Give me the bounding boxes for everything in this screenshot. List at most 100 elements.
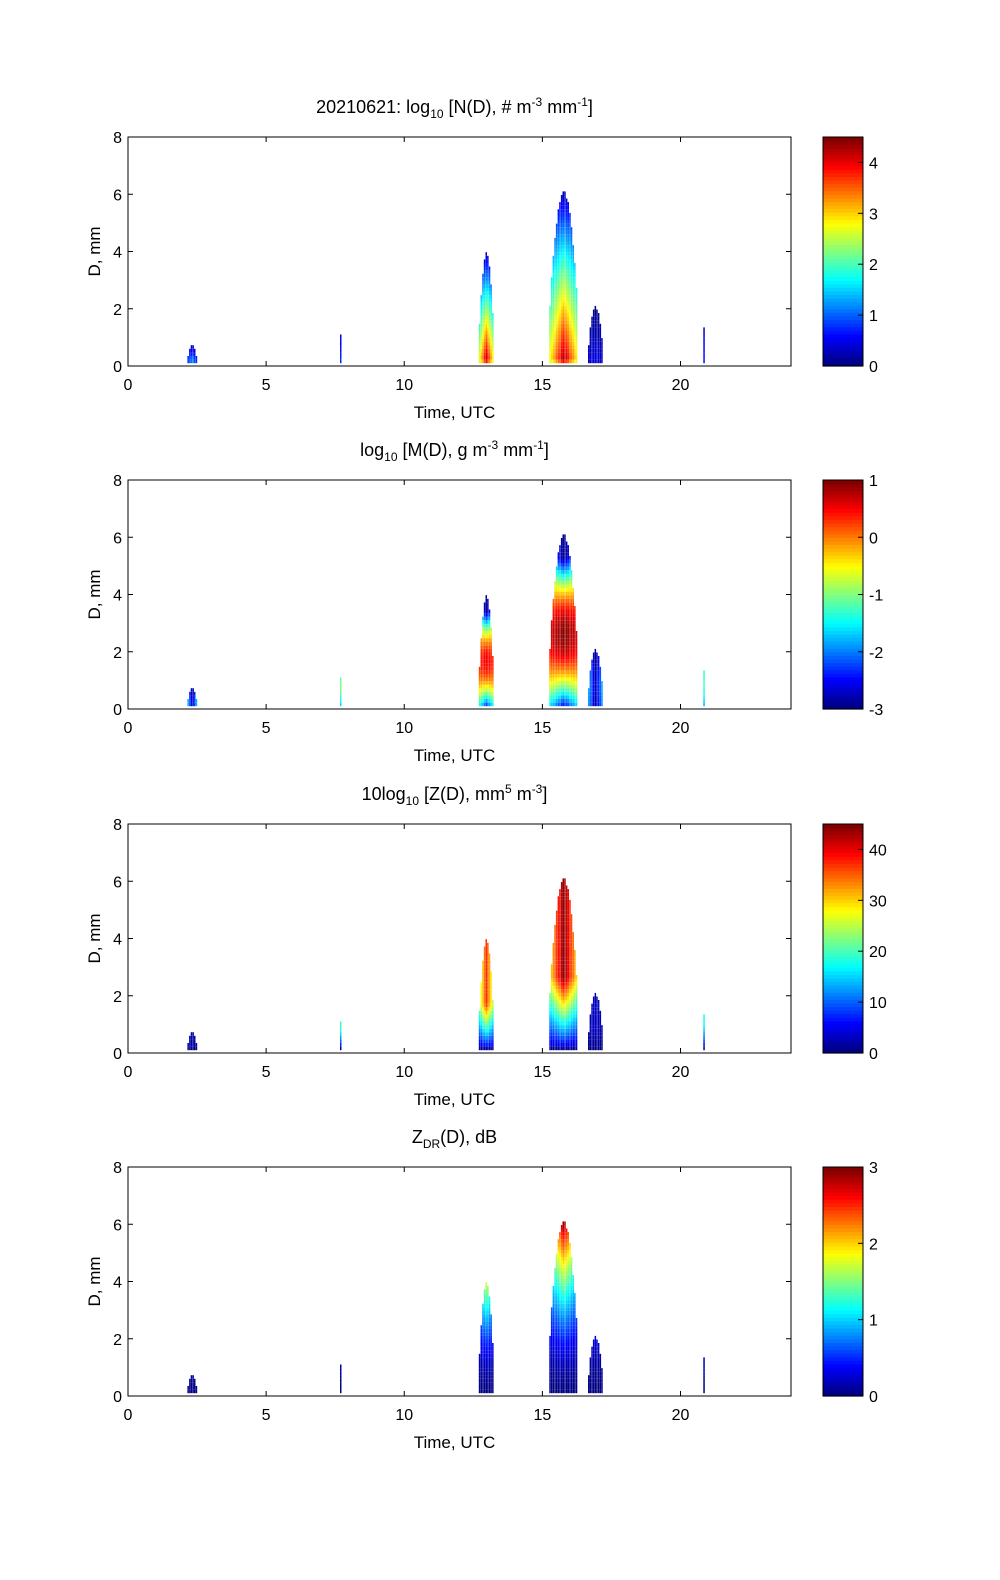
cell-event-4 xyxy=(555,978,558,983)
cell-event-4 xyxy=(554,964,556,968)
cell-event-4 xyxy=(569,570,571,574)
cell-event-4 xyxy=(554,348,556,353)
cell-event-3 xyxy=(487,277,489,281)
cell-event-5 xyxy=(597,1010,600,1015)
cell-event-4 xyxy=(552,1021,555,1026)
colorbar-step xyxy=(823,673,863,678)
cell-event-3 xyxy=(492,341,494,346)
colorbar-step xyxy=(823,691,863,696)
cell-event-3 xyxy=(480,1328,482,1333)
y-tick-label: 6 xyxy=(113,187,122,204)
cell-event-4 xyxy=(564,538,566,542)
cell-event-4 xyxy=(569,291,571,296)
cell-event-1 xyxy=(192,1035,194,1040)
cell-event-4 xyxy=(564,964,566,968)
cell-event-4 xyxy=(555,598,558,603)
cell-event-4 xyxy=(560,234,563,238)
cell-event-4 xyxy=(552,1032,555,1036)
cell-event-4 xyxy=(559,1275,561,1279)
cell-event-3 xyxy=(488,298,491,303)
cell-event-4 xyxy=(570,245,573,249)
chart-title: 10log10 [Z(D), mm5 m-3] xyxy=(362,782,548,808)
cell-event-4 xyxy=(560,960,563,965)
cell-event-4 xyxy=(569,273,571,278)
cell-event-4 xyxy=(572,634,574,639)
cell-event-4 xyxy=(552,989,555,993)
cell-event-4 xyxy=(574,291,576,296)
cell-event-4 xyxy=(574,316,576,321)
cell-event-4 xyxy=(555,298,558,303)
cell-event-4 xyxy=(574,971,576,975)
cell-event-4 xyxy=(564,227,566,231)
cell-event-3 xyxy=(478,1364,481,1369)
cell-event-3 xyxy=(483,666,486,671)
cell-event-4 xyxy=(567,241,569,246)
colorbar-step xyxy=(823,358,863,364)
cell-event-4 xyxy=(552,656,555,660)
cell-event-4 xyxy=(569,1293,571,1297)
cell-event-3 xyxy=(480,1010,482,1015)
cell-event-3 xyxy=(485,957,487,961)
cell-event-4 xyxy=(564,681,566,685)
cell-event-5 xyxy=(601,1028,603,1033)
cell-event-3 xyxy=(490,320,492,324)
cell-event-4 xyxy=(567,1046,569,1051)
cell-event-4 xyxy=(554,1285,556,1290)
cell-event-4 xyxy=(570,928,573,933)
cell-event-4 xyxy=(565,305,568,310)
cell-event-4 xyxy=(549,699,551,703)
cell-event-5 xyxy=(594,1035,597,1040)
cell-event-4 xyxy=(555,1264,558,1268)
cell-event-4 xyxy=(559,921,561,925)
cell-event-4 xyxy=(560,241,563,246)
cell-event-4 xyxy=(565,280,568,285)
colorbar-step xyxy=(823,988,863,993)
cell-event-4 xyxy=(552,645,555,649)
cell-event-5 xyxy=(592,348,595,353)
cell-event-4 xyxy=(549,1389,551,1394)
cell-event-4 xyxy=(555,702,558,707)
cell-event-4 xyxy=(552,688,555,692)
cell-event-3 xyxy=(492,1346,494,1351)
cell-event-4 xyxy=(570,1310,573,1315)
cell-event-5 xyxy=(592,659,595,664)
y-tick-label: 6 xyxy=(113,874,122,891)
cell-event-6 xyxy=(703,359,705,364)
cell-event-4 xyxy=(570,684,573,689)
cell-event-3 xyxy=(480,1343,482,1347)
cell-event-4 xyxy=(567,656,569,660)
cell-event-3 xyxy=(487,288,489,292)
colorbar-step xyxy=(823,187,863,192)
cell-event-4 xyxy=(557,914,560,918)
cell-event-4 xyxy=(559,946,561,950)
cell-event-5 xyxy=(592,309,595,314)
cell-event-4 xyxy=(554,645,556,649)
cell-event-4 xyxy=(557,1357,560,1361)
cell-event-3 xyxy=(483,305,486,310)
cell-event-4 xyxy=(574,262,576,267)
cell-event-3 xyxy=(490,699,492,703)
cell-event-4 xyxy=(572,1375,574,1379)
cell-event-5 xyxy=(596,688,598,692)
cell-event-3 xyxy=(487,1332,489,1336)
cell-event-3 xyxy=(482,1007,484,1011)
colorbar-step xyxy=(823,1181,863,1186)
cell-event-4 xyxy=(565,348,568,353)
cell-event-3 xyxy=(483,1035,486,1040)
cell-event-4 xyxy=(570,295,573,299)
cell-event-2 xyxy=(340,1364,342,1369)
cell-event-4 xyxy=(575,291,578,296)
cell-event-3 xyxy=(483,656,486,660)
cell-event-1 xyxy=(192,702,194,707)
cell-event-4 xyxy=(567,266,569,271)
cell-event-3 xyxy=(490,1014,492,1018)
cell-event-4 xyxy=(575,656,578,660)
cell-event-4 xyxy=(565,946,568,950)
cell-event-4 xyxy=(557,320,560,324)
cell-event-5 xyxy=(591,1364,593,1369)
heatmap-cells xyxy=(187,534,705,707)
cell-event-4 xyxy=(554,356,556,360)
cell-event-4 xyxy=(564,1318,566,1322)
cell-event-3 xyxy=(483,620,486,624)
cell-event-4 xyxy=(559,602,561,606)
